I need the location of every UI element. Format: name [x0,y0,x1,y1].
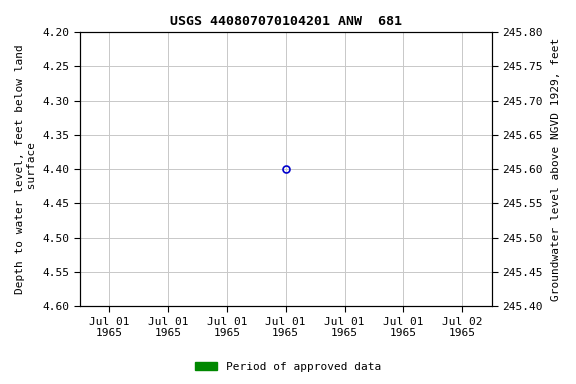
Y-axis label: Groundwater level above NGVD 1929, feet: Groundwater level above NGVD 1929, feet [551,38,561,301]
Title: USGS 440807070104201 ANW  681: USGS 440807070104201 ANW 681 [170,15,401,28]
Y-axis label: Depth to water level, feet below land
 surface: Depth to water level, feet below land su… [15,44,37,294]
Legend: Period of approved data: Period of approved data [191,358,385,377]
